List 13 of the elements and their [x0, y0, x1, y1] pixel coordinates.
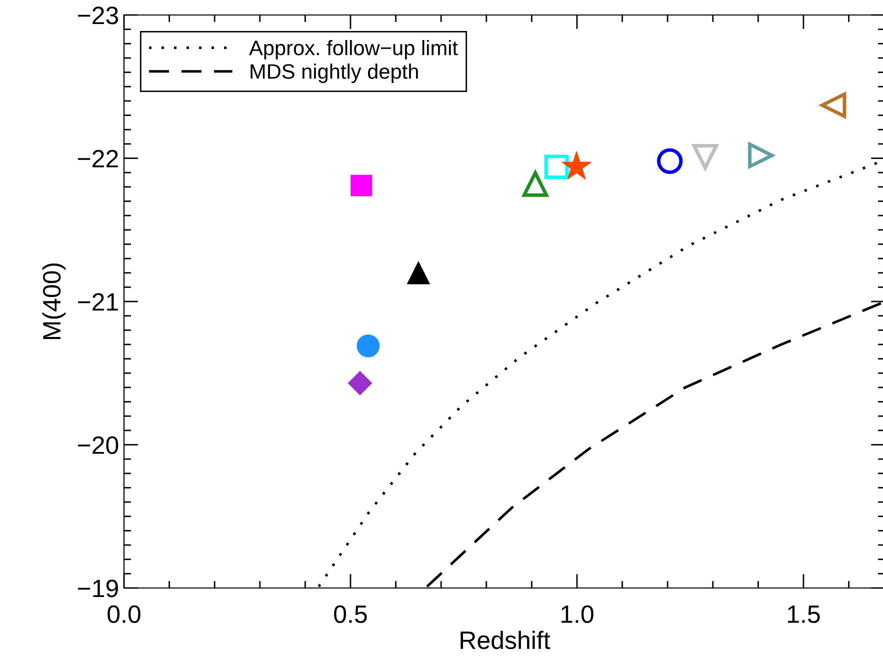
legend-label: Approx. follow−up limit [249, 40, 458, 60]
x-tick-label: 0.5 [334, 605, 367, 624]
x-axis-title: Redshift [460, 630, 550, 650]
y-tick-label: −23 [78, 6, 118, 24]
y-tick-label: −20 [78, 436, 118, 454]
x-tick-label: 1.0 [562, 605, 594, 624]
x-tick-label: 1.5 [788, 606, 820, 624]
legend-label: MDS nightly depth [250, 64, 418, 84]
y-tick-label: −22 [78, 150, 118, 168]
x-tick-label: 0.0 [108, 605, 140, 624]
y-tick-label: −21 [78, 293, 118, 311]
y-tick-label: −19 [78, 580, 118, 598]
y-axis-title: M(400) [42, 263, 66, 340]
